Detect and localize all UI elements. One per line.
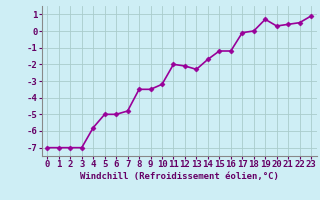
X-axis label: Windchill (Refroidissement éolien,°C): Windchill (Refroidissement éolien,°C) xyxy=(80,172,279,181)
